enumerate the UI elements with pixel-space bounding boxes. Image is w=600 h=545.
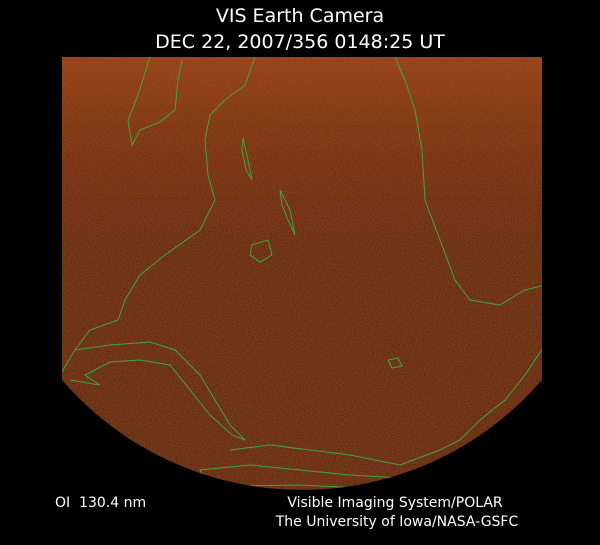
title: VIS Earth Camera: [216, 5, 384, 27]
coastline: [62, 57, 256, 376]
island: [241, 137, 253, 181]
coastline: [69, 341, 246, 441]
filter-label: OI 130.4 nm: [55, 495, 146, 511]
island: [279, 189, 296, 236]
coastline: [127, 57, 183, 147]
coastline: [394, 57, 542, 306]
institution-label: The University of Iowa/NASA-GSFC: [275, 514, 519, 530]
island: [387, 357, 403, 369]
instrument-label: Visible Imaging System/POLAR: [287, 495, 503, 511]
earth-image: [62, 57, 542, 490]
island: [249, 239, 273, 263]
timestamp: DEC 22, 2007/356 0148:25 UT: [155, 31, 445, 53]
coastline: [229, 344, 542, 466]
